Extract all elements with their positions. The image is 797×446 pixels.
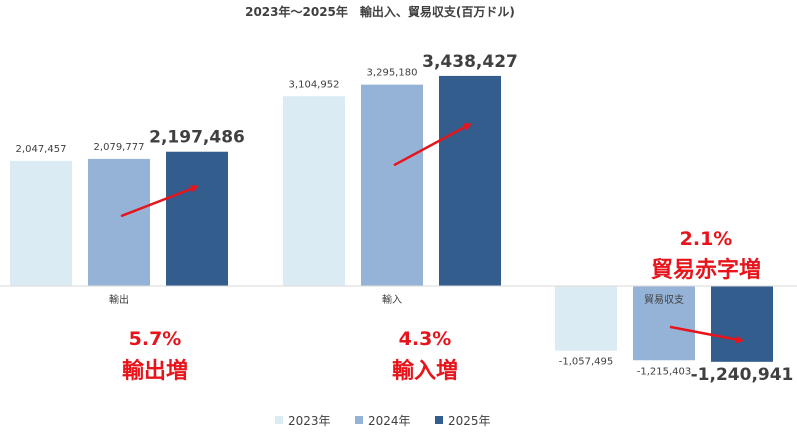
- data-label: -1,240,941: [691, 365, 794, 385]
- bar-2-2024年: [361, 84, 423, 286]
- trend-arrow: [393, 123, 472, 167]
- bar-1-2023年: [10, 160, 72, 286]
- data-label: -1,215,403: [637, 366, 692, 377]
- bar-1-2025年: [166, 151, 228, 286]
- annotation-percent: 5.7%: [129, 328, 182, 350]
- trend-arrow: [120, 185, 199, 218]
- bar-2-2023年: [283, 96, 345, 286]
- data-label: 3,295,180: [367, 68, 418, 79]
- annotation-percent: 4.3%: [399, 328, 452, 350]
- data-label: 2,197,486: [149, 128, 245, 148]
- legend-swatch: [275, 416, 283, 424]
- category-label: 輸入: [382, 293, 402, 306]
- bar-1-2024年: [88, 158, 150, 286]
- data-label: 3,438,427: [422, 52, 518, 72]
- data-label: 3,104,952: [289, 79, 340, 90]
- legend-label: 2024年: [368, 414, 411, 428]
- category-label: 輸出: [109, 293, 129, 306]
- annotation-text: 輸出増: [122, 358, 188, 384]
- chart-title: 2023年～2025年 輸出入、貿易収支(百万ドル): [245, 4, 515, 19]
- legend-swatch: [355, 416, 363, 424]
- trend-arrow: [669, 325, 744, 344]
- annotation-text: 輸入増: [392, 358, 458, 384]
- bar-2-2025年: [439, 75, 501, 286]
- annotation-text: 貿易赤字増: [651, 257, 761, 283]
- bar-3-2024年: [633, 286, 695, 361]
- legend-swatch: [435, 416, 443, 424]
- bar-3-2025年: [711, 286, 773, 362]
- data-label: 2,079,777: [94, 142, 145, 153]
- data-label: -1,057,495: [559, 357, 614, 368]
- bar-3-2023年: [555, 286, 617, 351]
- annotation-percent: 2.1%: [680, 228, 733, 250]
- legend-label: 2023年: [288, 414, 331, 428]
- legend-label: 2025年: [448, 414, 491, 428]
- data-label: 2,047,457: [16, 144, 67, 155]
- category-label: 貿易収支: [644, 294, 684, 306]
